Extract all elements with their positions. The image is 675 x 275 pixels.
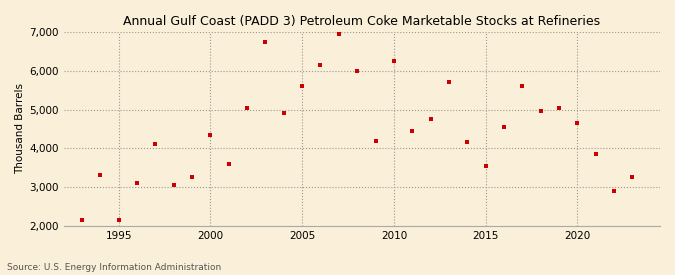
Point [242, 105, 252, 110]
Point [352, 68, 362, 73]
Point [609, 189, 620, 193]
Point [297, 84, 308, 89]
Point [370, 138, 381, 143]
Point [132, 181, 142, 185]
Title: Annual Gulf Coast (PADD 3) Petroleum Coke Marketable Stocks at Refineries: Annual Gulf Coast (PADD 3) Petroleum Cok… [124, 15, 600, 28]
Point [389, 59, 400, 63]
Point [168, 183, 179, 187]
Point [76, 218, 87, 222]
Point [425, 117, 436, 122]
Point [443, 80, 454, 85]
Point [278, 111, 289, 116]
Point [627, 175, 638, 180]
Point [333, 32, 344, 36]
Point [95, 173, 105, 178]
Point [480, 164, 491, 168]
Point [150, 142, 161, 147]
Point [517, 84, 528, 89]
Point [260, 39, 271, 44]
Point [315, 63, 326, 67]
Point [113, 218, 124, 222]
Point [462, 140, 472, 145]
Point [223, 162, 234, 166]
Point [407, 129, 418, 133]
Text: Source: U.S. Energy Information Administration: Source: U.S. Energy Information Administ… [7, 263, 221, 272]
Y-axis label: Thousand Barrels: Thousand Barrels [15, 83, 25, 174]
Point [499, 125, 510, 129]
Point [572, 121, 583, 125]
Point [205, 133, 216, 137]
Point [591, 152, 601, 156]
Point [535, 109, 546, 114]
Point [186, 175, 197, 180]
Point [554, 105, 564, 110]
